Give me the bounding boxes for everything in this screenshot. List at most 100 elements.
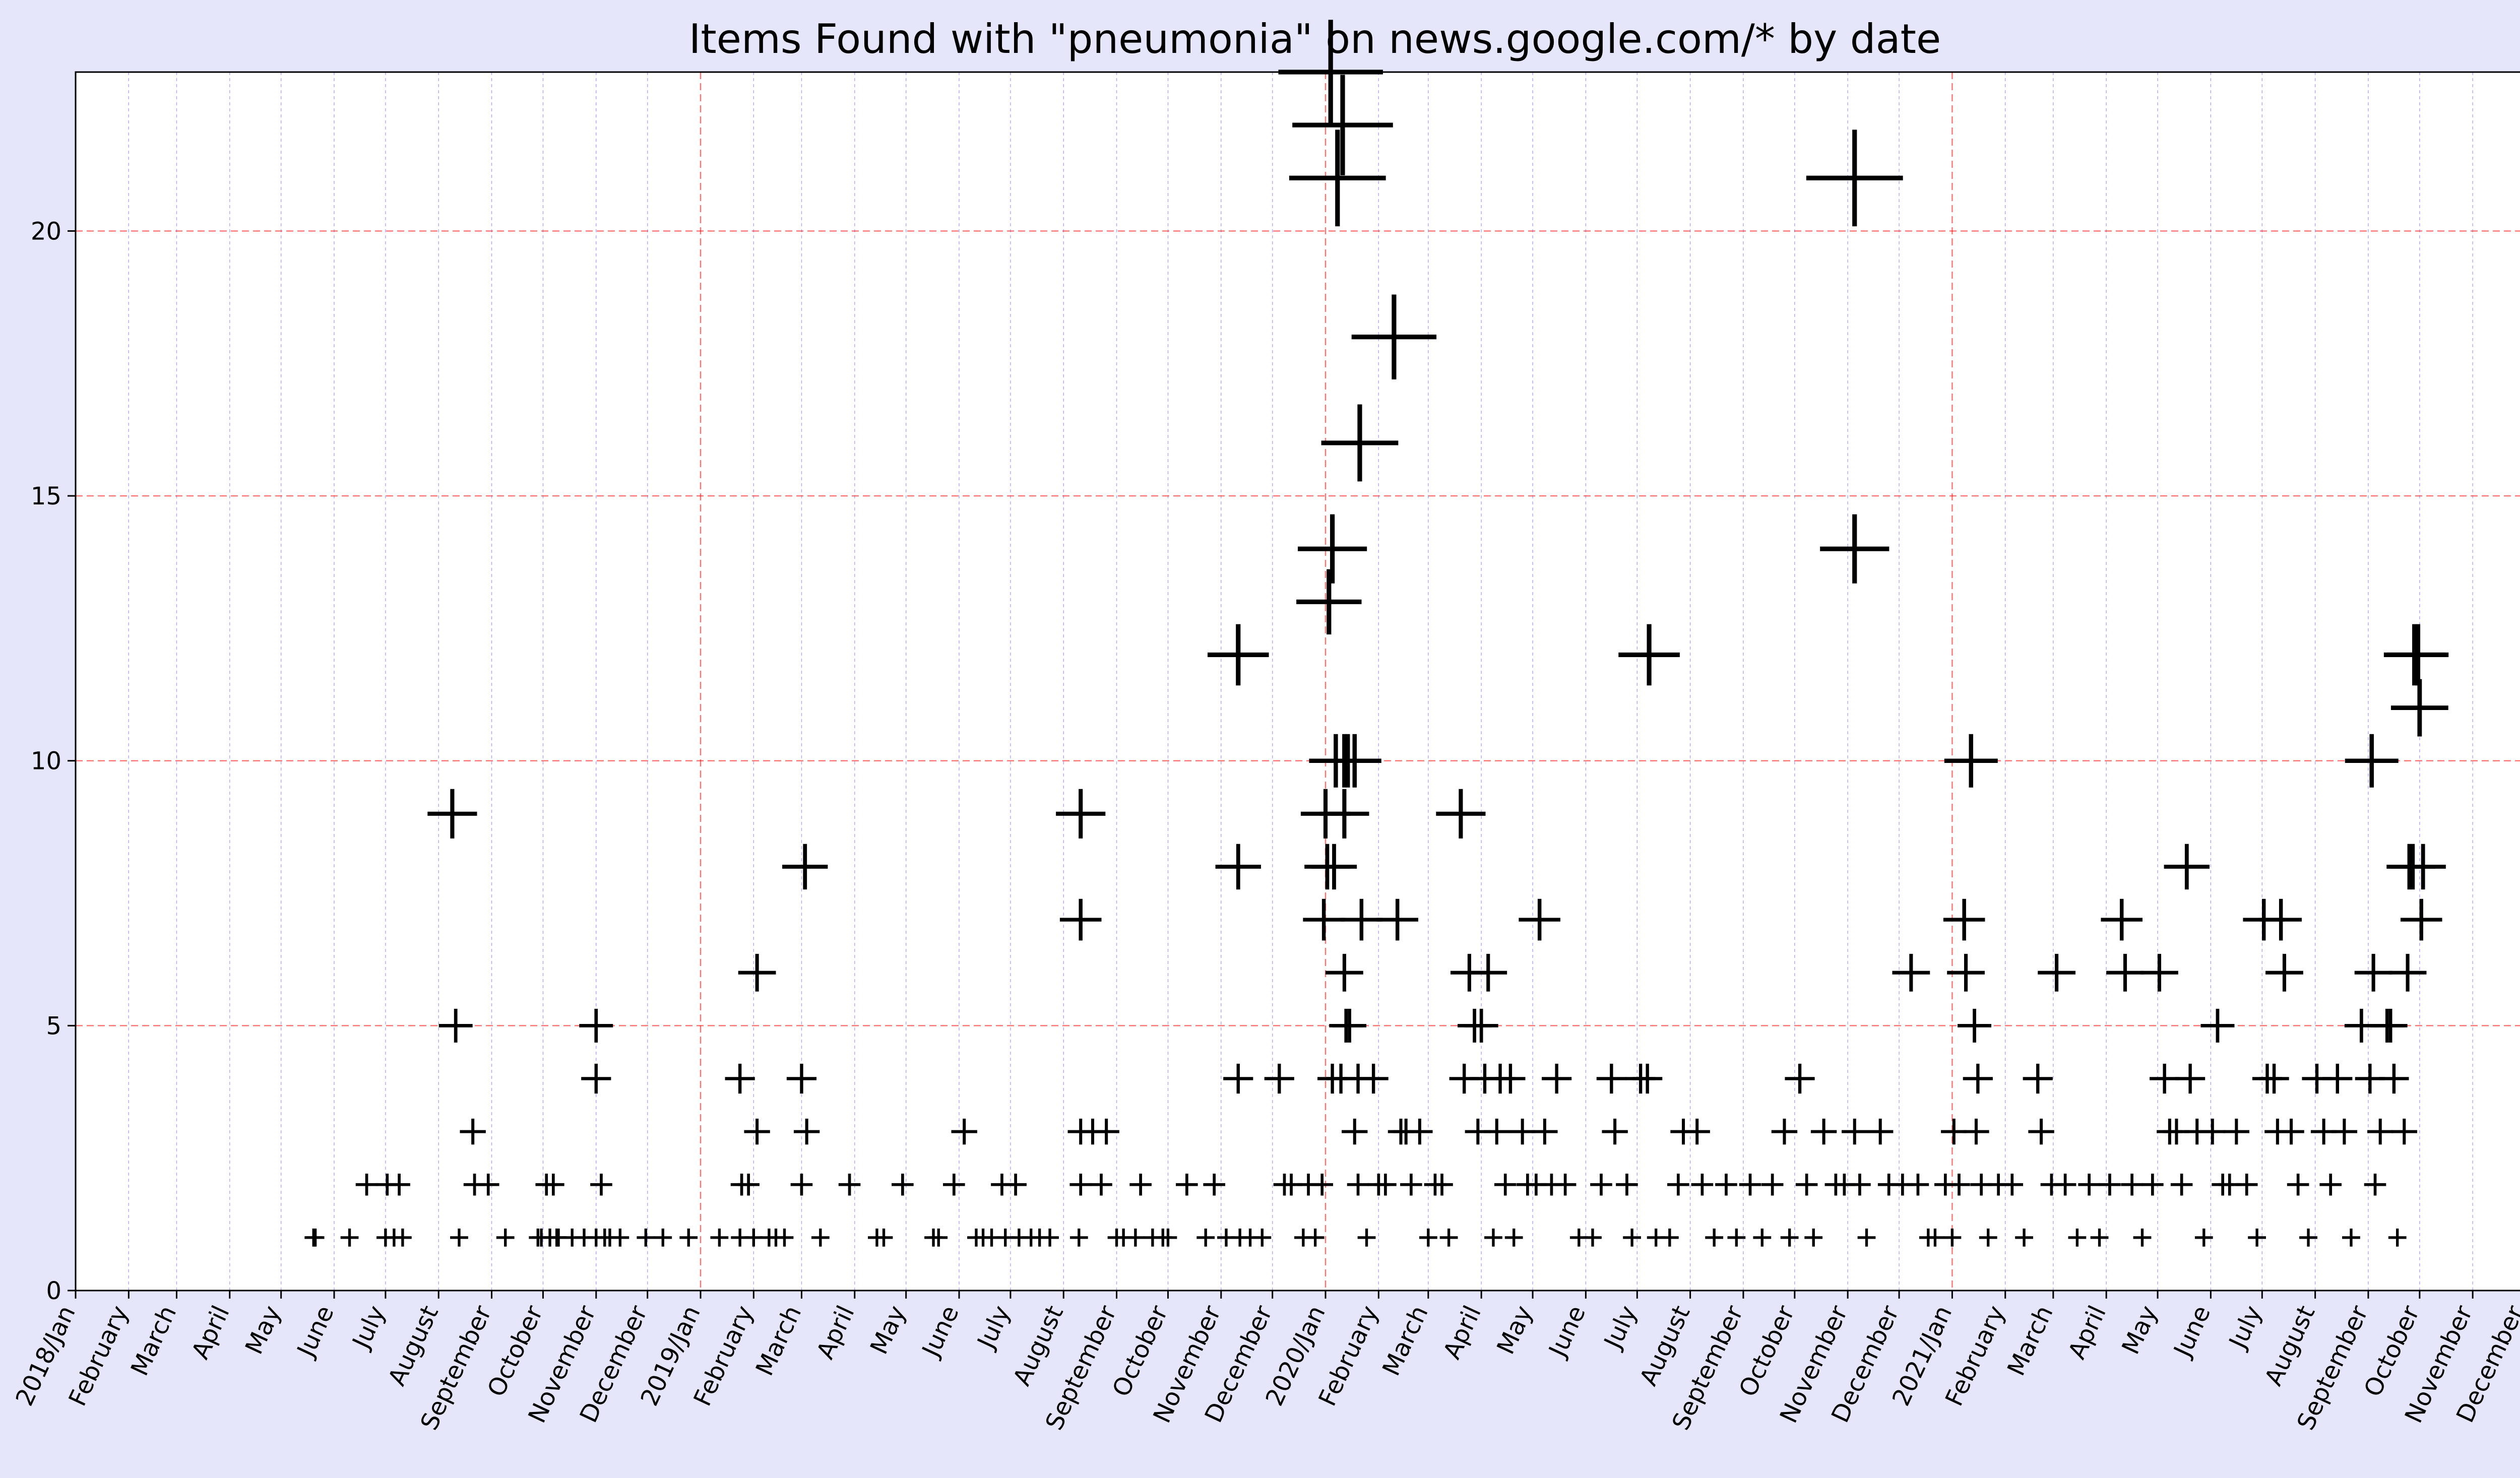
data-point: [579, 1008, 613, 1043]
data-point: [2265, 953, 2303, 992]
data-point: [2199, 1118, 2226, 1145]
data-point: [1771, 1118, 1798, 1145]
data-point: [1328, 734, 1381, 788]
data-point: [542, 1173, 564, 1196]
data-point: [1867, 1118, 1894, 1145]
data-point: [1849, 1173, 1871, 1196]
data-point: [2287, 1173, 2309, 1196]
data-point: [2121, 1173, 2143, 1196]
data-point: [438, 1008, 473, 1043]
y-tick-label: 20: [31, 217, 61, 245]
data-point: [654, 1228, 672, 1247]
data-point: [1374, 1173, 1397, 1196]
data-points: [304, 20, 2449, 1247]
data-point: [2400, 898, 2442, 941]
data-point: [1810, 1118, 1837, 1145]
data-point: [1439, 1228, 1458, 1247]
x-tick-label: May: [240, 1301, 287, 1359]
data-point: [2090, 1228, 2109, 1247]
x-tick-label: April: [1438, 1301, 1487, 1363]
y-tick-label: 10: [31, 747, 61, 776]
data-point: [1196, 1228, 1215, 1247]
data-point: [744, 1118, 770, 1145]
data-point: [1126, 1228, 1145, 1247]
data-point: [1857, 1228, 1876, 1247]
data-point: [1319, 789, 1369, 839]
data-point: [2331, 1118, 2358, 1145]
data-point: [1623, 1228, 1642, 1247]
data-point: [874, 1228, 893, 1247]
x-tick-label: May: [865, 1301, 912, 1359]
x-tick-label: April: [186, 1301, 235, 1363]
data-point: [1484, 1118, 1510, 1145]
data-point: [1926, 1228, 1944, 1247]
data-point: [1059, 898, 1102, 941]
data-point: [2101, 898, 2143, 941]
data-point: [1632, 1063, 1663, 1094]
data-point: [2319, 1173, 2342, 1196]
data-point: [1941, 1118, 1967, 1145]
x-tick-label: April: [811, 1301, 860, 1363]
data-point: [2194, 1228, 2213, 1247]
data-point: [2099, 1173, 2121, 1196]
x-tick-label: July: [346, 1301, 391, 1354]
data-point: [427, 789, 477, 839]
data-point: [2387, 624, 2449, 686]
data-point: [1667, 1173, 1689, 1196]
data-point: [1056, 789, 1106, 839]
data-point: [1795, 1173, 1818, 1196]
data-point: [1715, 1173, 1737, 1196]
data-point: [790, 1173, 813, 1196]
data-point: [1041, 1228, 1059, 1247]
data-point: [1358, 1063, 1389, 1094]
data-point: [1484, 1228, 1502, 1247]
data-point: [1090, 1173, 1112, 1196]
data-point: [1542, 1063, 1572, 1094]
data-point: [1436, 789, 1486, 839]
data-point: [2391, 1118, 2417, 1145]
data-point: [1264, 1063, 1294, 1094]
data-point: [1325, 953, 1363, 992]
data-point: [1400, 1173, 1422, 1196]
data-point: [1306, 1228, 1325, 1247]
data-point: [1495, 1063, 1526, 1094]
data-point: [1333, 1008, 1367, 1043]
data-point: [1203, 1173, 1225, 1196]
data-point: [1464, 1008, 1498, 1043]
data-point: [2388, 1228, 2407, 1247]
y-tick-label: 0: [46, 1277, 61, 1305]
data-point: [477, 1173, 499, 1196]
data-point: [1948, 1173, 1970, 1196]
data-point: [1963, 1118, 1989, 1145]
data-point: [1907, 1173, 1929, 1196]
data-point: [1093, 1118, 1119, 1145]
data-point: [2364, 1173, 2386, 1196]
data-point: [1419, 1228, 1437, 1247]
data-point: [1004, 1173, 1027, 1196]
data-point: [2322, 1063, 2353, 1094]
data-point: [1804, 1228, 1823, 1247]
data-point: [811, 1228, 830, 1247]
data-point: [306, 1228, 325, 1247]
x-tick-label: June: [1543, 1301, 1591, 1362]
x-tick-label: June: [916, 1301, 965, 1362]
data-point: [2379, 1063, 2409, 1094]
data-point: [1820, 514, 1889, 584]
x-tick-label: May: [1491, 1301, 1538, 1359]
data-point: [2150, 1063, 2180, 1094]
plot-area: [76, 72, 2520, 1291]
data-point: [2175, 1063, 2206, 1094]
data-point: [2023, 1063, 2053, 1094]
data-point: [1616, 1173, 1638, 1196]
x-tick-label: May: [2116, 1301, 2163, 1359]
data-point: [2367, 1118, 2393, 1145]
y-tick-label: 15: [31, 482, 61, 510]
data-point: [2373, 1008, 2408, 1043]
data-point: [1785, 1063, 1815, 1094]
data-point: [2259, 1063, 2289, 1094]
data-point: [393, 1228, 412, 1247]
x-tick-label: April: [2063, 1301, 2112, 1363]
data-point: [1532, 1118, 1558, 1145]
data-point: [1069, 1228, 1088, 1247]
